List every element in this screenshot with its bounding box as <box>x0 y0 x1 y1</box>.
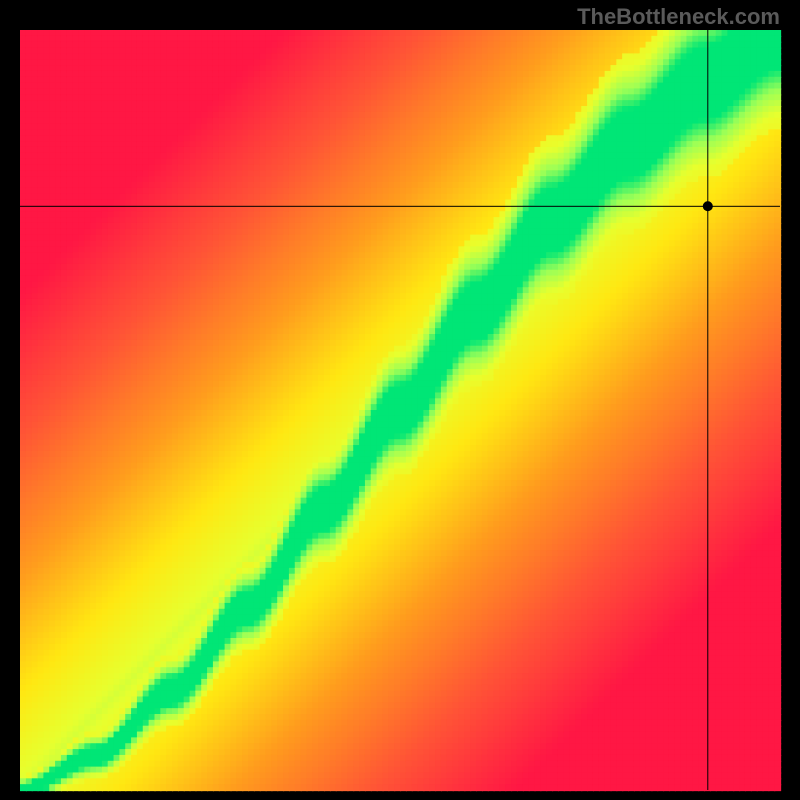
watermark-text: TheBottleneck.com <box>577 4 780 30</box>
chart-container: TheBottleneck.com <box>0 0 800 800</box>
bottleneck-heatmap <box>0 0 800 800</box>
